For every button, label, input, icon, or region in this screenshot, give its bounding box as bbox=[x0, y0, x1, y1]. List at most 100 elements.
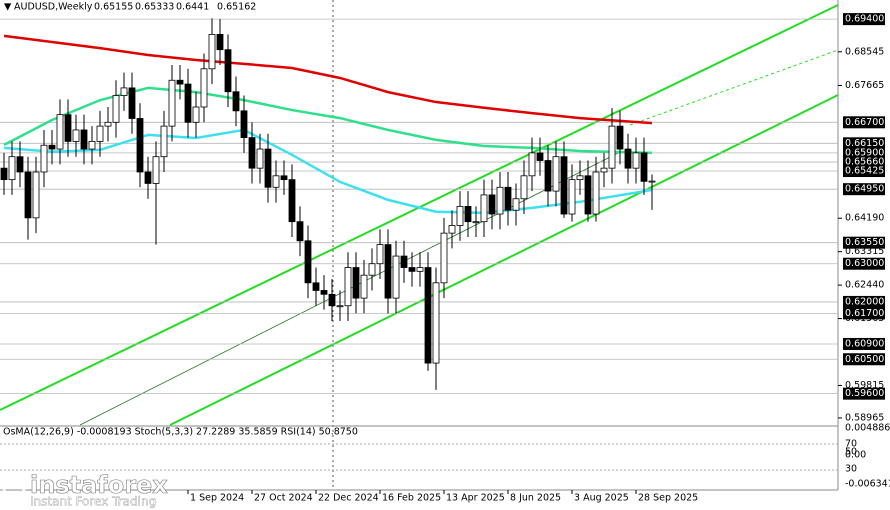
candle-body bbox=[392, 255, 400, 299]
candle-body bbox=[8, 156, 16, 181]
candle-body bbox=[264, 148, 272, 188]
logo bbox=[2, 476, 26, 500]
candle-body bbox=[552, 156, 560, 192]
candle-body bbox=[520, 175, 528, 200]
level-label: 0.69400 bbox=[845, 14, 884, 25]
indicator-tick-label: 70 bbox=[845, 439, 857, 450]
level-label: 0.66700 bbox=[845, 117, 884, 128]
candle-body bbox=[16, 156, 24, 173]
candle-body bbox=[232, 91, 240, 112]
level-label-bg bbox=[843, 13, 885, 26]
candle-body bbox=[440, 232, 448, 284]
level-label-bg bbox=[843, 257, 885, 270]
candle-body bbox=[296, 221, 304, 242]
candle-body bbox=[592, 171, 600, 215]
x-tick-label: 3 Aug 2025 bbox=[574, 493, 629, 504]
watermark-sub: Instant Forex Trading bbox=[30, 495, 156, 509]
candle-body bbox=[368, 263, 376, 276]
level-label: 0.64950 bbox=[845, 184, 884, 195]
candle-body bbox=[72, 129, 80, 142]
level-label: 0.65425 bbox=[845, 166, 884, 177]
candle-body bbox=[584, 175, 592, 215]
candle-body bbox=[24, 171, 32, 219]
level-label-bg bbox=[843, 236, 885, 249]
x-tick-label: 13 Apr 2025 bbox=[446, 493, 505, 504]
candle-body bbox=[512, 198, 520, 211]
level-label: 0.62000 bbox=[845, 296, 884, 307]
candle-body bbox=[200, 68, 208, 108]
candle-body bbox=[632, 152, 640, 169]
candle-body bbox=[336, 305, 344, 308]
candle-body bbox=[328, 293, 336, 307]
candle-body bbox=[568, 179, 576, 215]
candle-body bbox=[32, 171, 40, 219]
moving-average bbox=[3, 86, 653, 155]
candle-body bbox=[152, 156, 160, 184]
level-label-bg bbox=[843, 353, 885, 366]
y-tick-label: 0.68545 bbox=[845, 46, 884, 57]
level-label: 0.63550 bbox=[845, 237, 884, 248]
candle-body bbox=[360, 274, 368, 299]
candle-body bbox=[288, 179, 296, 223]
header-open: 0.65155 bbox=[94, 2, 133, 13]
candle-body bbox=[376, 244, 384, 265]
indicator-tick-label: -0.006341 bbox=[845, 479, 890, 490]
candle-body bbox=[384, 244, 392, 299]
candle-body bbox=[96, 125, 104, 142]
candle-body bbox=[104, 121, 112, 127]
candle-body bbox=[168, 79, 176, 127]
candle-body bbox=[424, 267, 432, 364]
candle-body bbox=[504, 186, 512, 211]
candle-body bbox=[472, 221, 480, 224]
candle-body bbox=[400, 255, 408, 268]
level-label: 0.65660 bbox=[845, 157, 884, 168]
level-label-bg bbox=[843, 183, 885, 196]
y-tick-label: 0.64190 bbox=[845, 213, 884, 224]
candle-body bbox=[40, 144, 48, 173]
candle-body bbox=[576, 175, 584, 181]
header-high: 0.65333 bbox=[135, 2, 174, 13]
candle-body bbox=[136, 118, 144, 173]
watermark: instaforex bbox=[30, 471, 168, 499]
candle-body bbox=[248, 137, 256, 169]
candle-body bbox=[56, 114, 64, 150]
candle-body bbox=[456, 205, 464, 226]
channel-line bbox=[169, 94, 839, 426]
candle-body bbox=[344, 267, 352, 307]
candle-body bbox=[224, 49, 232, 93]
candle-body bbox=[312, 282, 320, 291]
level-label-bg bbox=[843, 337, 885, 350]
candle-body bbox=[480, 194, 488, 223]
level-label-bg bbox=[843, 387, 885, 400]
candle-body bbox=[536, 152, 544, 161]
level-label: 0.61700 bbox=[845, 308, 884, 319]
candle-body bbox=[144, 171, 152, 184]
candle-body bbox=[120, 87, 128, 96]
candle-body bbox=[608, 125, 616, 169]
candle-body bbox=[128, 87, 136, 119]
menu-arrow: ▼ bbox=[4, 2, 12, 13]
x-tick-label: 22 Dec 2024 bbox=[318, 493, 379, 504]
level-label-bg bbox=[843, 307, 885, 320]
candle-body bbox=[544, 160, 552, 192]
candle-body bbox=[616, 125, 624, 150]
candle-body bbox=[432, 282, 440, 364]
candle-body bbox=[80, 129, 88, 150]
candle-body bbox=[408, 267, 416, 272]
x-tick-label: 1 Sep 2024 bbox=[190, 493, 244, 504]
candle-body bbox=[352, 267, 360, 299]
plot: 0.685450.676650.641900.633150.624400.615… bbox=[0, 18, 884, 504]
candle-body bbox=[496, 186, 504, 215]
candle-body bbox=[320, 290, 328, 295]
level-label: 0.60900 bbox=[845, 338, 884, 349]
x-tick-label: 27 Oct 2024 bbox=[254, 493, 313, 504]
header-low: 0.6441 bbox=[176, 2, 209, 13]
moving-average bbox=[3, 34, 653, 125]
candle-body bbox=[640, 152, 648, 182]
candle-body bbox=[416, 267, 424, 272]
level-label: 0.63000 bbox=[845, 258, 884, 269]
candle-body bbox=[112, 95, 120, 123]
channel-midline bbox=[629, 49, 839, 126]
candle-body bbox=[528, 152, 536, 177]
